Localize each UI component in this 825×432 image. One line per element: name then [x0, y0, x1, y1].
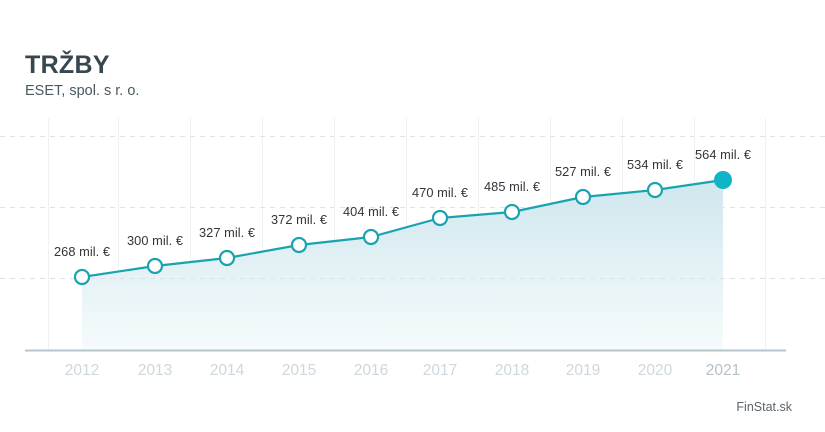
x-axis-tick-2017: 2017: [422, 362, 458, 379]
data-point-label: 404 mil. €: [343, 204, 399, 219]
x-axis-tick-2016: 2016: [353, 362, 389, 379]
data-point-label: 485 mil. €: [484, 179, 540, 194]
data-point-marker[interactable]: [646, 181, 664, 199]
x-axis-tick-2012: 2012: [64, 362, 100, 379]
data-point-label: 470 mil. €: [412, 185, 468, 200]
x-axis-tick-2020: 2020: [637, 362, 673, 379]
data-point-markers: [73, 171, 732, 286]
data-point-marker[interactable]: [290, 236, 308, 254]
page-title: TRŽBY: [25, 51, 110, 79]
x-axis-tick-2013: 2013: [137, 362, 173, 379]
chart-header: TRŽBY ESET, spol. s r. o.: [25, 52, 525, 101]
data-point-label: 372 mil. €: [271, 212, 327, 227]
data-point-marker[interactable]: [362, 228, 380, 246]
area-fill: [82, 180, 723, 350]
area-fill-path: [82, 180, 723, 350]
x-axis-tick-2015: 2015: [281, 362, 317, 379]
series-polyline: [80, 178, 725, 279]
data-point-marker[interactable]: [218, 249, 236, 267]
series-line: [80, 178, 725, 279]
data-point-marker[interactable]: [574, 188, 592, 206]
data-point-label: 534 mil. €: [627, 157, 683, 172]
x-axis-tick-2014: 2014: [209, 362, 245, 379]
x-axis-tick-2018: 2018: [494, 362, 530, 379]
data-point-marker[interactable]: [146, 257, 164, 275]
brand-watermark: FinStat.sk: [736, 400, 792, 414]
data-point-marker[interactable]: [431, 209, 449, 227]
data-point-label: 564 mil. €: [695, 147, 751, 162]
data-point-label: 268 mil. €: [54, 244, 110, 259]
horizontal-gridlines: [0, 136, 825, 279]
data-point-label: 327 mil. €: [199, 225, 255, 240]
x-axis-tick-2019: 2019: [565, 362, 601, 379]
data-point-label: 300 mil. €: [127, 233, 183, 248]
x-axis-tick-2021: 2021: [705, 362, 741, 379]
chart-subtitle: ESET, spol. s r. o.: [25, 83, 140, 100]
data-point-marker[interactable]: [503, 203, 521, 221]
data-point-marker-highlighted[interactable]: [714, 171, 732, 189]
data-point-label: 527 mil. €: [555, 164, 611, 179]
data-point-marker[interactable]: [73, 268, 91, 286]
